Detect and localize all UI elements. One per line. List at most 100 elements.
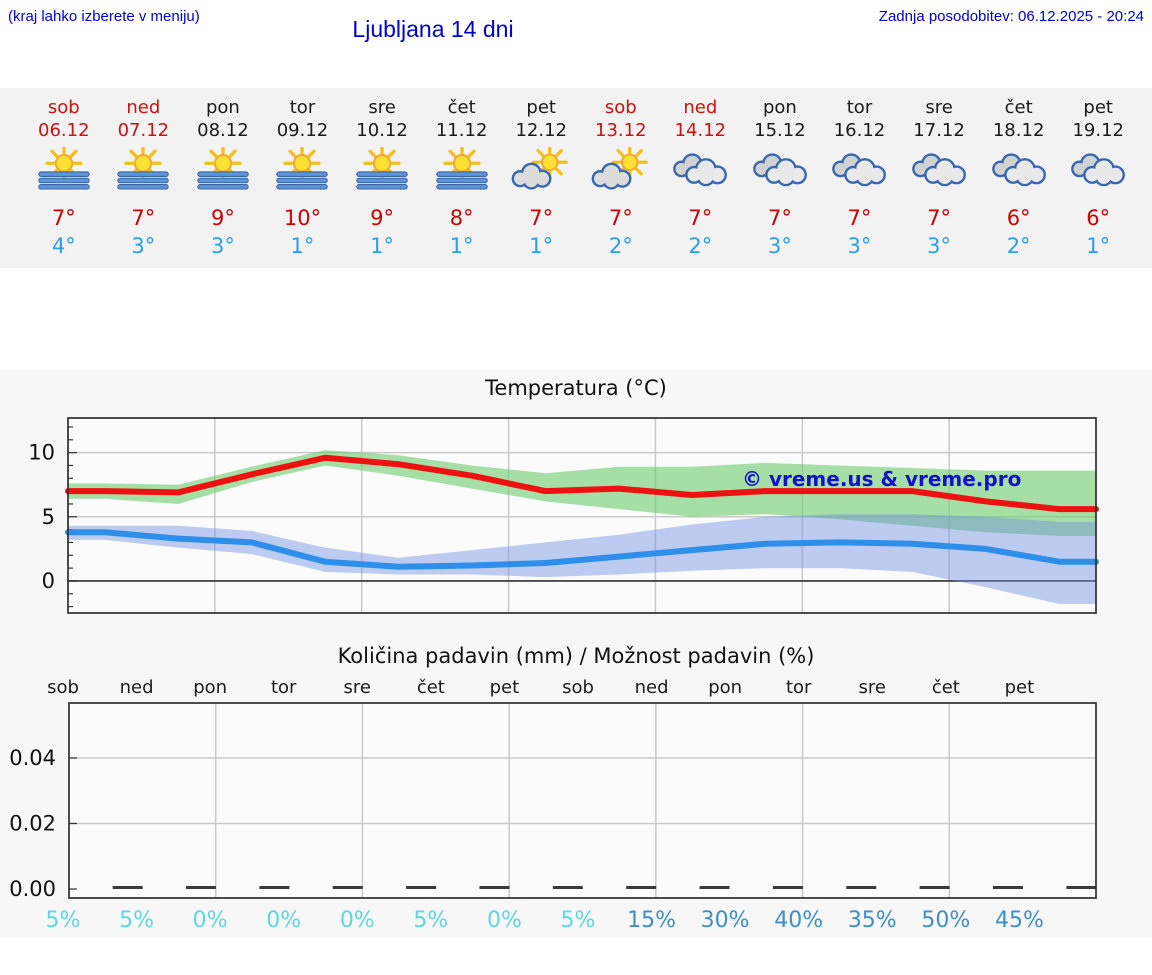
cloudy-icon	[673, 153, 728, 187]
precip-day-label: pet	[1005, 677, 1035, 698]
high-temperature: 7°	[688, 206, 713, 230]
day-name: pon	[762, 97, 797, 118]
weather-icon-slot	[740, 146, 820, 196]
day-date: 19.12	[1072, 120, 1124, 141]
day-name: pet	[526, 97, 556, 118]
temperature-chart: 0 5 10 © vreme.us & vreme.pro	[28, 417, 1099, 614]
day-name: sre	[925, 97, 953, 118]
day-date: 17.12	[913, 120, 965, 141]
high-temperature: 6°	[1086, 206, 1111, 230]
precip-probability: 40%	[774, 908, 823, 933]
precip-day-label: sre	[344, 677, 371, 698]
precip-probability: 0%	[340, 908, 375, 933]
precip-probability: 45%	[995, 908, 1044, 933]
weather-icon-slot	[501, 146, 581, 196]
precip-day-label: sob	[47, 677, 79, 698]
low-temperature: 3°	[927, 234, 951, 258]
high-temperature: 7°	[529, 206, 554, 230]
weather-icon-slot	[263, 146, 343, 196]
day-date: 09.12	[276, 120, 329, 141]
day-name: sob	[604, 97, 637, 118]
low-temperature: 1°	[449, 234, 474, 258]
cloudy-icon	[912, 153, 966, 187]
svg-text:0: 0	[42, 569, 55, 593]
precip-probability: 35%	[848, 908, 897, 933]
high-temperature: 9°	[370, 206, 394, 230]
precip-day-label: pon	[708, 677, 742, 698]
precip-probability: 0%	[266, 908, 301, 933]
low-temperature: 1°	[1086, 234, 1111, 258]
day-date: 12.12	[515, 120, 567, 141]
svg-text:10: 10	[28, 441, 55, 465]
forecast-day: tor 09.12 10° 1°	[263, 96, 343, 268]
precipitation-chart: 0.00 0.02 0.04 sob ned pon tor sre čet pet sob ned p…	[9, 677, 1097, 933]
day-name: sob	[47, 97, 80, 118]
forecast-day: pet 19.12 6° 1°	[1058, 96, 1138, 268]
forecast-day: sre 10.12 9° 1°	[342, 96, 422, 268]
forecast-day: pon 08.12 9° 3°	[183, 96, 263, 268]
forecast-day: tor 16.12 7° 3°	[820, 96, 900, 268]
precip-bar	[992, 886, 1023, 889]
cloudy-icon	[832, 153, 887, 187]
temp-min-line	[65, 529, 1099, 570]
sun-fog-icon	[356, 147, 408, 190]
low-temperature: 2°	[688, 234, 713, 258]
precip-day-label: čet	[932, 677, 960, 698]
precip-day-label: sre	[859, 677, 886, 698]
high-temperature: 10°	[283, 206, 322, 230]
day-date: 10.12	[356, 120, 408, 141]
precip-bar	[772, 886, 803, 889]
weather-icon-slot	[422, 146, 502, 196]
high-temperature: 6°	[1006, 206, 1031, 230]
high-temperature: 7°	[608, 206, 633, 230]
precip-bar	[919, 886, 950, 889]
forecast-day: sob 13.12 7° 2°	[581, 96, 661, 268]
weather-icon-slot	[104, 146, 184, 196]
day-name: pon	[205, 97, 240, 118]
low-temperature: 3°	[847, 234, 872, 258]
precip-probability: 0%	[487, 908, 522, 933]
precip-bar	[406, 886, 437, 889]
day-name: čet	[447, 97, 476, 118]
day-date: 08.12	[197, 120, 249, 141]
day-date: 06.12	[38, 120, 90, 141]
precip-day-label: tor	[271, 677, 297, 698]
weather-icon-slot	[342, 146, 422, 196]
cloudy-icon	[1071, 153, 1126, 187]
svg-text:0.00: 0.00	[9, 877, 56, 901]
precip-bar	[479, 886, 510, 889]
precip-day-label: čet	[417, 677, 445, 698]
precip-bar	[259, 886, 290, 889]
precip-probability: 0%	[193, 908, 228, 933]
sun-fog-icon	[38, 147, 90, 190]
weather-icon-slot	[581, 146, 661, 196]
day-date: 15.12	[754, 120, 806, 141]
day-name: čet	[1004, 97, 1033, 118]
low-temperature: 1°	[370, 234, 394, 258]
precip-bar	[112, 886, 143, 889]
sun-fog-icon	[117, 147, 170, 190]
day-name: ned	[126, 97, 161, 118]
page-header: (kraj lahko izberete v meniju) Ljubljana…	[0, 0, 1152, 88]
temp-max-range-band	[68, 450, 1096, 536]
forecast-day: sob 06.12 7° 4°	[24, 96, 104, 268]
forecast-day: čet 18.12 6° 2°	[979, 96, 1059, 268]
low-temperature: 3°	[210, 234, 235, 258]
sun-cloud-icon	[591, 147, 648, 190]
day-name: ned	[683, 97, 718, 118]
cloudy-icon	[753, 153, 807, 187]
precip-bar	[1066, 886, 1097, 889]
high-temperature: 7°	[847, 206, 872, 230]
svg-text:0.04: 0.04	[9, 746, 56, 770]
page-title: Ljubljana 14 dni	[352, 16, 514, 42]
weather-icon-slot	[820, 146, 900, 196]
sun-fog-icon	[435, 147, 488, 190]
precip-probability: 5%	[46, 908, 81, 933]
precip-bar	[626, 886, 657, 889]
sun-fog-icon	[197, 147, 249, 190]
temperature-chart-title: Temperatura (°C)	[485, 376, 667, 400]
precip-day-label: pon	[193, 677, 227, 698]
precip-probability: 5%	[119, 908, 154, 933]
charts-section: Temperatura (°C) 0 5 10 © vreme.us & vreme.…	[0, 370, 1152, 938]
precip-probability: 30%	[701, 908, 750, 933]
